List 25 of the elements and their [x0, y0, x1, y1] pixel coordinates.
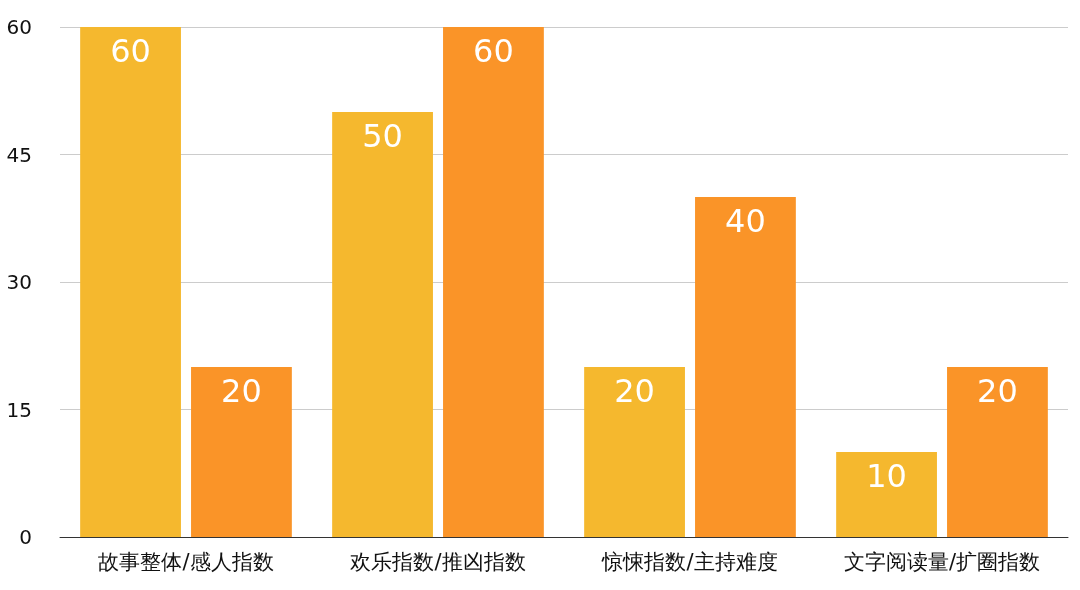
x-tick-label: 故事整体/感人指数 — [98, 549, 274, 574]
bar — [695, 197, 796, 537]
data-label: 50 — [362, 117, 403, 155]
bar — [836, 452, 937, 537]
y-tick-label: 60 — [6, 15, 32, 39]
bar — [443, 27, 544, 537]
data-label: 60 — [473, 32, 514, 70]
data-label: 10 — [866, 457, 907, 495]
data-label: 40 — [725, 202, 766, 240]
y-tick-label: 30 — [6, 270, 32, 294]
data-label: 20 — [221, 372, 262, 410]
y-tick-label: 15 — [6, 397, 32, 422]
x-tick-label: 文字阅读量/扩圈指数 — [843, 549, 1041, 574]
bar — [191, 367, 292, 537]
y-tick-label: 45 — [6, 142, 32, 167]
data-label: 20 — [977, 372, 1018, 410]
bar — [80, 27, 181, 537]
y-tick-label: 0 — [19, 525, 32, 549]
data-label: 60 — [110, 32, 151, 70]
bar — [947, 367, 1048, 537]
bar — [332, 112, 433, 537]
bar — [584, 367, 685, 537]
x-tick-label: 惊悚指数/主持难度 — [601, 549, 778, 574]
x-tick-label: 欢乐指数/推凶指数 — [350, 549, 526, 574]
data-label: 20 — [614, 372, 655, 410]
